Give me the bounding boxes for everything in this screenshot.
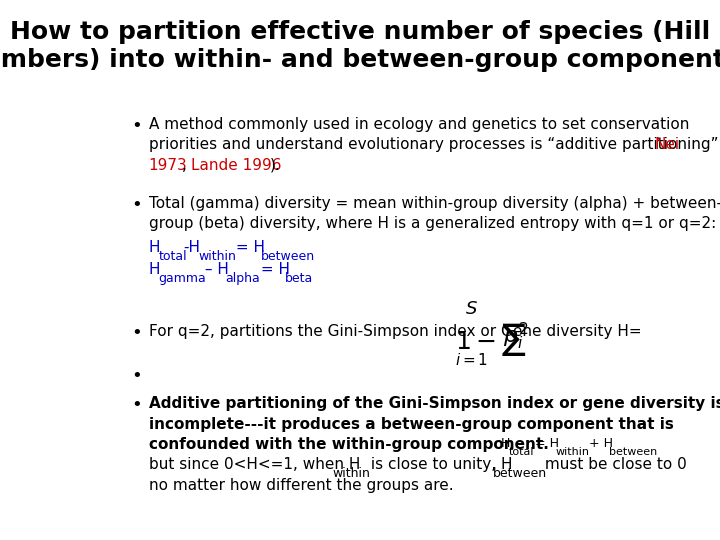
Text: -H: -H xyxy=(184,240,200,255)
Text: Additive partitioning of the Gini-Simpson index or gene diversity is: Additive partitioning of the Gini-Simpso… xyxy=(148,396,720,411)
Text: incomplete---it produces a between-group component that is: incomplete---it produces a between-group… xyxy=(148,417,673,431)
Text: + H: + H xyxy=(585,437,613,450)
Text: between: between xyxy=(261,249,315,262)
Text: 1973: 1973 xyxy=(148,158,187,173)
Text: $p_i^2$: $p_i^2$ xyxy=(503,321,528,352)
Text: Nei: Nei xyxy=(654,137,679,152)
Text: $i=1$: $i=1$ xyxy=(455,352,488,368)
Text: •: • xyxy=(132,323,143,342)
Text: within: within xyxy=(198,249,236,262)
Text: within: within xyxy=(333,467,371,480)
Text: – H: – H xyxy=(200,262,229,278)
Text: ,: , xyxy=(182,158,192,173)
Text: How to partition effective number of species (Hill
numbers) into within- and bet: How to partition effective number of spe… xyxy=(0,20,720,72)
Text: confounded with the within-group component.: confounded with the within-group compone… xyxy=(148,437,549,452)
Text: gamma: gamma xyxy=(158,272,207,285)
Text: H: H xyxy=(148,240,160,255)
Text: •: • xyxy=(132,196,143,214)
Text: is close to unity, H: is close to unity, H xyxy=(366,457,512,472)
Text: alpha: alpha xyxy=(225,272,260,285)
Text: •: • xyxy=(132,396,143,414)
Text: •: • xyxy=(132,367,143,384)
Text: ).: ). xyxy=(269,158,280,173)
Text: H: H xyxy=(497,437,510,450)
Text: total: total xyxy=(158,249,187,262)
Text: within: within xyxy=(555,447,589,457)
Text: total: total xyxy=(508,447,534,457)
Text: Total (gamma) diversity = mean within-group diversity (alpha) + between-: Total (gamma) diversity = mean within-gr… xyxy=(148,196,720,211)
Text: priorities and understand evolutionary processes is “additive partitioning” (: priorities and understand evolutionary p… xyxy=(148,137,720,152)
Text: For q=2, partitions the Gini-Simpson index or Gene diversity H=: For q=2, partitions the Gini-Simpson ind… xyxy=(148,323,642,339)
Text: •: • xyxy=(132,117,143,135)
Text: must be close to 0: must be close to 0 xyxy=(541,457,687,472)
Text: $S$: $S$ xyxy=(465,300,478,318)
Text: Lande 1996: Lande 1996 xyxy=(191,158,282,173)
Text: = H: = H xyxy=(231,240,265,255)
Text: beta: beta xyxy=(285,272,313,285)
Text: between: between xyxy=(609,447,657,457)
Text: = H: = H xyxy=(531,437,559,450)
Text: A method commonly used in ecology and genetics to set conservation: A method commonly used in ecology and ge… xyxy=(148,117,689,132)
Text: but since 0<H<=1, when H: but since 0<H<=1, when H xyxy=(148,457,360,472)
Text: between: between xyxy=(493,467,547,480)
Text: H: H xyxy=(148,262,160,278)
Text: group (beta) diversity, where H is a generalized entropy with q=1 or q=2:: group (beta) diversity, where H is a gen… xyxy=(148,217,716,231)
Text: no matter how different the groups are.: no matter how different the groups are. xyxy=(148,478,453,493)
Text: = H: = H xyxy=(256,262,289,278)
Text: $1 - \sum$: $1 - \sum$ xyxy=(455,321,526,358)
